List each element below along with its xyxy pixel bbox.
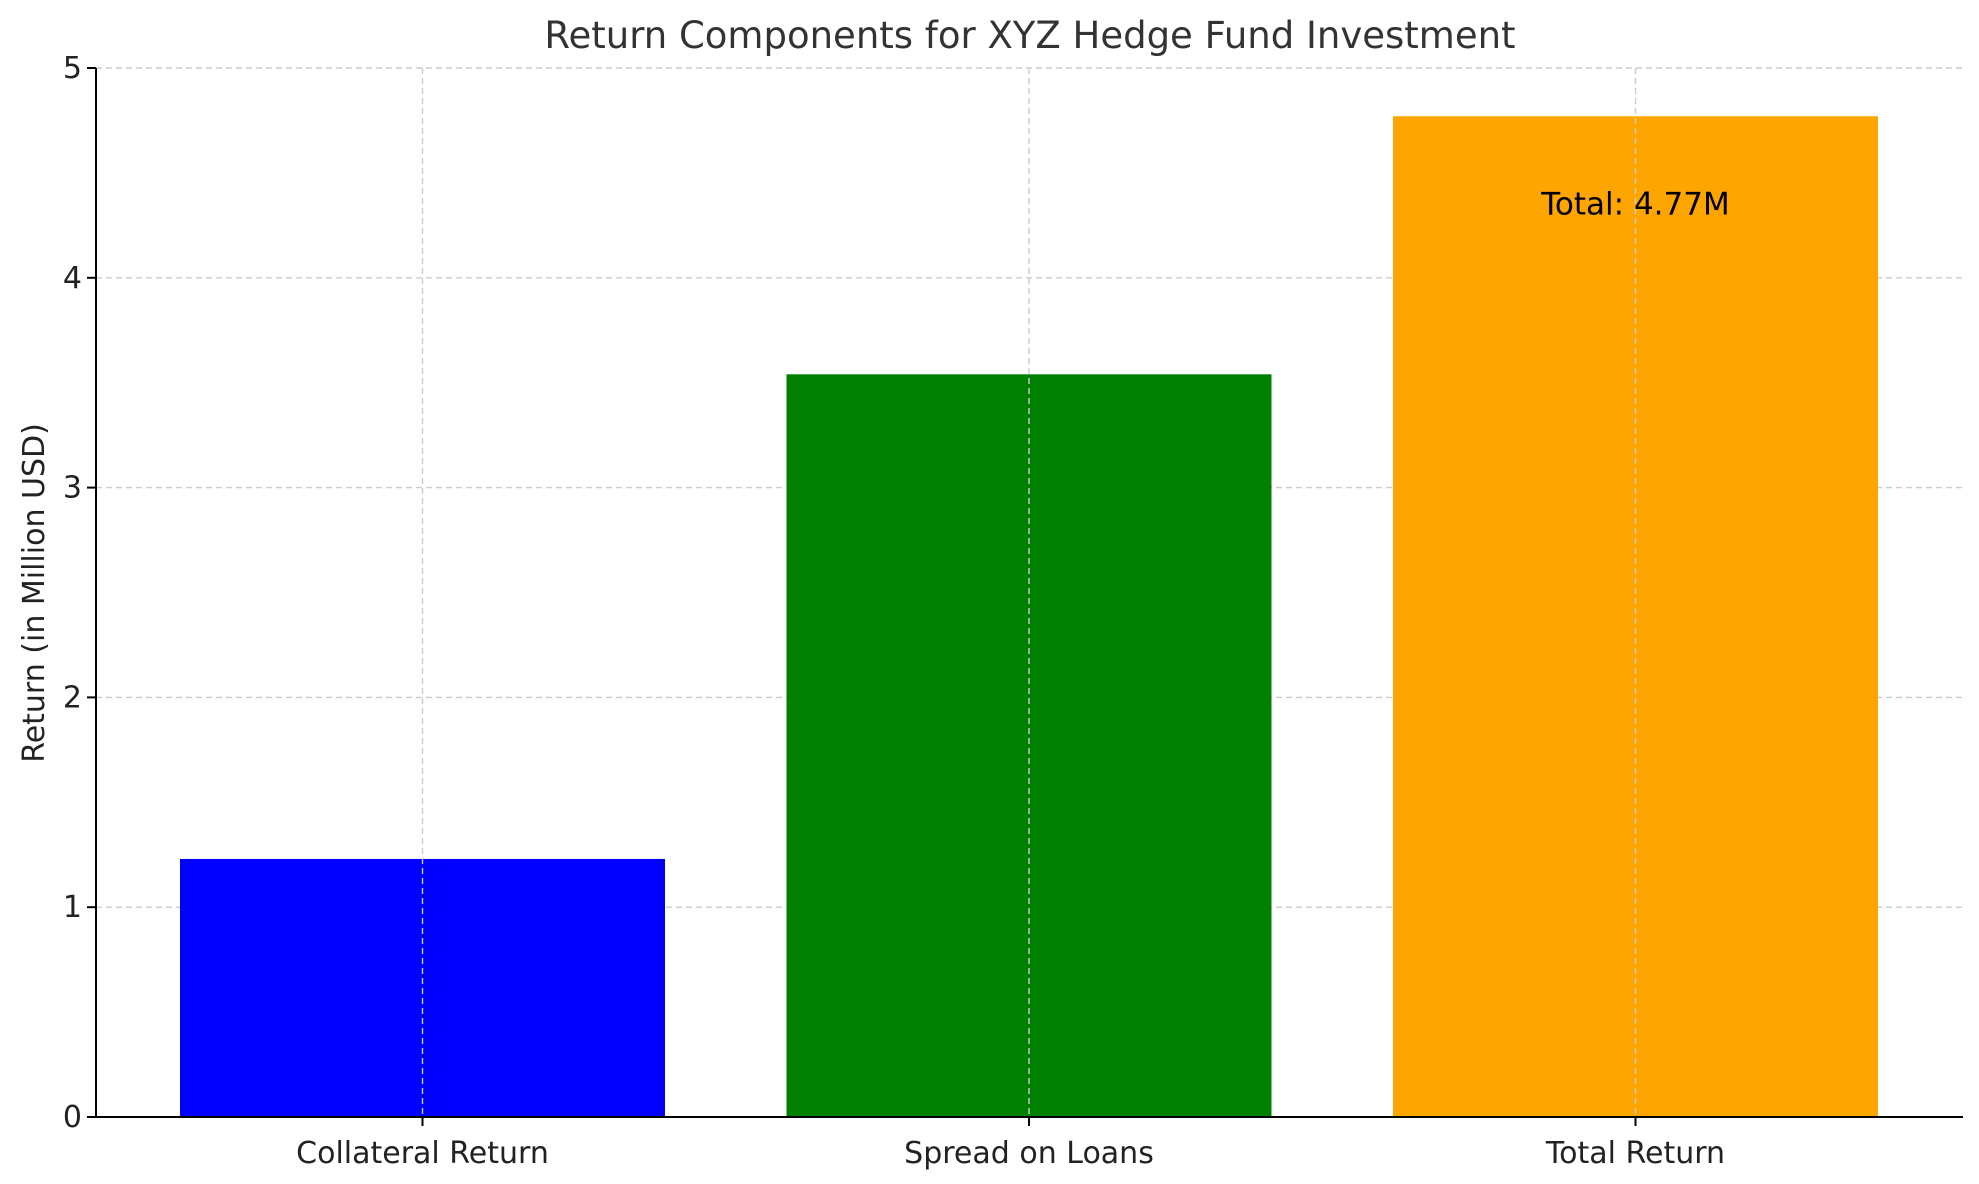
x-tick-label: Collateral Return xyxy=(296,1136,549,1171)
y-axis-label: Return (in Million USD) xyxy=(17,423,52,763)
data-label: Total: 4.77M xyxy=(1540,186,1729,222)
y-tick-label: 0 xyxy=(63,1100,82,1135)
vertical-grid-lines xyxy=(421,68,1637,1117)
y-tick-label: 3 xyxy=(63,471,82,506)
bar xyxy=(786,374,1272,1118)
x-tick-label: Spread on Loans xyxy=(904,1136,1154,1171)
bars xyxy=(180,116,1878,1118)
bar xyxy=(1393,116,1878,1117)
annotations: Total: 4.77M xyxy=(1540,186,1729,222)
y-tick-label: 5 xyxy=(63,51,82,86)
x-tick-label: Total Return xyxy=(1545,1136,1725,1171)
y-tick-label: 2 xyxy=(63,680,82,715)
axes xyxy=(87,67,1963,1126)
y-tick-label: 1 xyxy=(63,890,82,925)
y-tick-label: 4 xyxy=(63,261,82,296)
tick-labels: 0 1 2 3 4 5 Collateral Return Spread on Loans To… xyxy=(63,51,1725,1171)
chart-title: Return Components for XYZ Hedge Fund Inv… xyxy=(544,14,1515,57)
